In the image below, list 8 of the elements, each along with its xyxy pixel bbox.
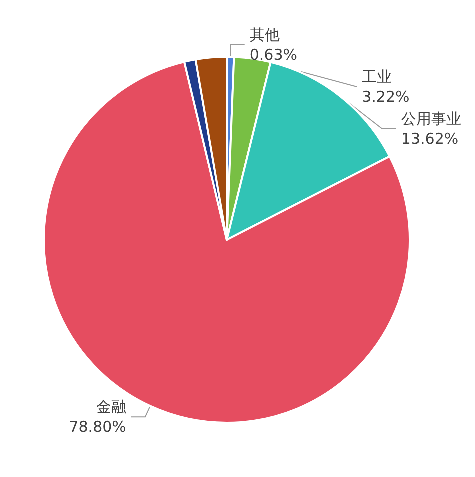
slice-label: 公用事业	[401, 110, 462, 128]
slice-label: 其他	[250, 26, 280, 44]
data-label: 0.63%	[250, 46, 298, 64]
data-label: 13.62%	[401, 130, 459, 148]
data-label: 3.22%	[362, 88, 410, 106]
data-label: 78.80%	[69, 418, 126, 436]
slice-label: 工业	[362, 68, 392, 86]
slice-label: 金融	[96, 398, 126, 416]
